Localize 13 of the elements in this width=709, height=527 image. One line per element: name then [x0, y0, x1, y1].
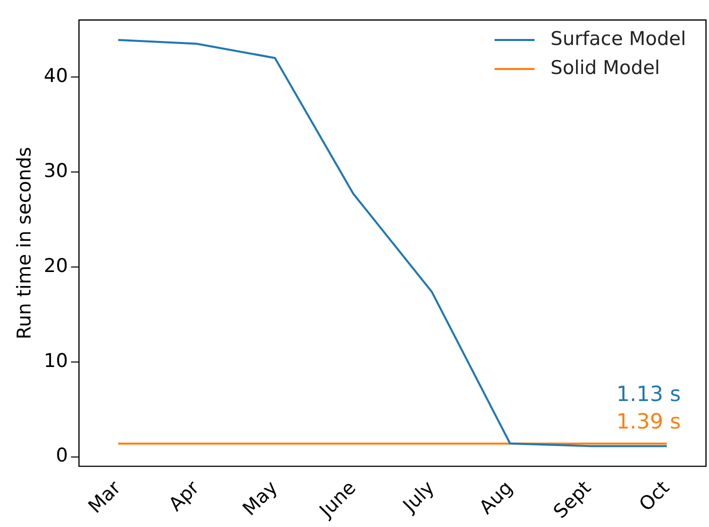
- legend-label: Surface Model: [550, 28, 686, 50]
- y-tick-label: 0: [56, 444, 68, 467]
- y-tick-label: 30: [44, 160, 68, 182]
- x-tick-label: Mar: [84, 476, 126, 518]
- legend-label: Solid Model: [550, 56, 660, 79]
- y-tick-label: 40: [44, 64, 68, 87]
- annotation: 1.13 s: [616, 382, 681, 406]
- y-tick-label: 20: [44, 254, 68, 277]
- x-tick-label: Oct: [635, 476, 674, 516]
- y-axis-title: Run time in seconds: [13, 146, 36, 340]
- x-tick-label: Apr: [164, 476, 204, 516]
- annotation: 1.39 s: [616, 410, 681, 434]
- y-tick-label: 10: [44, 350, 68, 372]
